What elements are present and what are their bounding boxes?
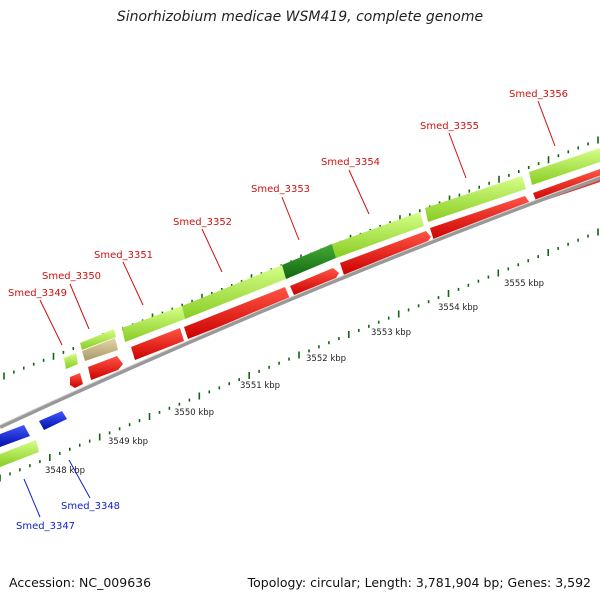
gene-block-smed-3350-top xyxy=(80,329,116,350)
gene-label-smed-3353[interactable]: Smed_3353 xyxy=(251,184,310,195)
accession-text: Accession: NC_009636 xyxy=(9,575,152,590)
scale-label-3552: 3552 kbp xyxy=(306,354,346,364)
scale-label-3551: 3551 kbp xyxy=(240,381,280,391)
scale-label-3553: 3553 kbp xyxy=(371,328,411,338)
gene-block-smed-3347-blue[interactable] xyxy=(0,425,30,447)
genome-backbone-highlight xyxy=(0,175,600,426)
gene-label-smed-3351[interactable]: Smed_3351 xyxy=(94,250,153,261)
gene-label-smed-3352[interactable]: Smed_3352 xyxy=(173,217,232,228)
gene-block-smed-3347[interactable] xyxy=(0,440,39,467)
scale-label-3555: 3555 kbp xyxy=(504,279,544,289)
gene-labels: Smed_3347 Smed_3348 Smed_3349 Smed_3350 … xyxy=(8,89,568,532)
scale-label-3554: 3554 kbp xyxy=(438,303,478,313)
gene-block-smed-3356[interactable] xyxy=(529,148,600,185)
gene-block-smed-3350[interactable] xyxy=(82,338,118,361)
red-gene-4[interactable] xyxy=(184,287,290,339)
map-title: Sinorhizobium medicae WSM419, complete g… xyxy=(116,9,484,25)
gene-label-smed-3356[interactable]: Smed_3356 xyxy=(509,89,568,100)
gene-block-smed-3354[interactable] xyxy=(332,212,424,258)
red-gene-7[interactable] xyxy=(430,196,530,241)
forward-strand-genes xyxy=(0,148,600,467)
red-gene-6[interactable] xyxy=(340,231,431,275)
scale-label-3549: 3549 kbp xyxy=(108,437,148,447)
scale-label-3550: 3550 kbp xyxy=(174,408,214,418)
gene-block-smed-3351[interactable] xyxy=(122,306,185,342)
red-gene-5[interactable] xyxy=(290,268,339,295)
red-gene-3[interactable] xyxy=(131,328,184,360)
leader-lines xyxy=(23,100,556,518)
gene-label-smed-3347[interactable]: Smed_3347 xyxy=(16,521,75,532)
red-gene-2[interactable] xyxy=(88,356,123,380)
topology-summary: Topology: circular; Length: 3,781,904 bp… xyxy=(247,575,591,590)
reverse-strand-genes xyxy=(70,169,600,388)
gene-block-smed-3349[interactable] xyxy=(64,353,78,369)
gene-block-smed-3353[interactable] xyxy=(282,244,336,279)
gene-block-smed-3352[interactable] xyxy=(182,265,286,319)
scale-label-3548: 3548 kbp xyxy=(45,466,85,476)
gene-label-smed-3355[interactable]: Smed_3355 xyxy=(420,121,479,132)
gene-label-smed-3349[interactable]: Smed_3349 xyxy=(8,288,67,299)
inner-tick-row xyxy=(0,228,599,482)
gene-label-smed-3348[interactable]: Smed_3348 xyxy=(61,501,120,512)
blue-genes xyxy=(0,411,67,447)
gene-block-smed-3348[interactable] xyxy=(39,411,67,430)
gene-label-smed-3354[interactable]: Smed_3354 xyxy=(321,157,380,168)
red-gene-1[interactable] xyxy=(70,373,83,388)
scale-labels: 3548 kbp 3549 kbp 3550 kbp 3551 kbp 3552… xyxy=(45,279,544,476)
gene-block-smed-3355[interactable] xyxy=(425,176,526,222)
genome-backbone xyxy=(0,176,600,429)
gene-label-smed-3350[interactable]: Smed_3350 xyxy=(42,271,101,282)
